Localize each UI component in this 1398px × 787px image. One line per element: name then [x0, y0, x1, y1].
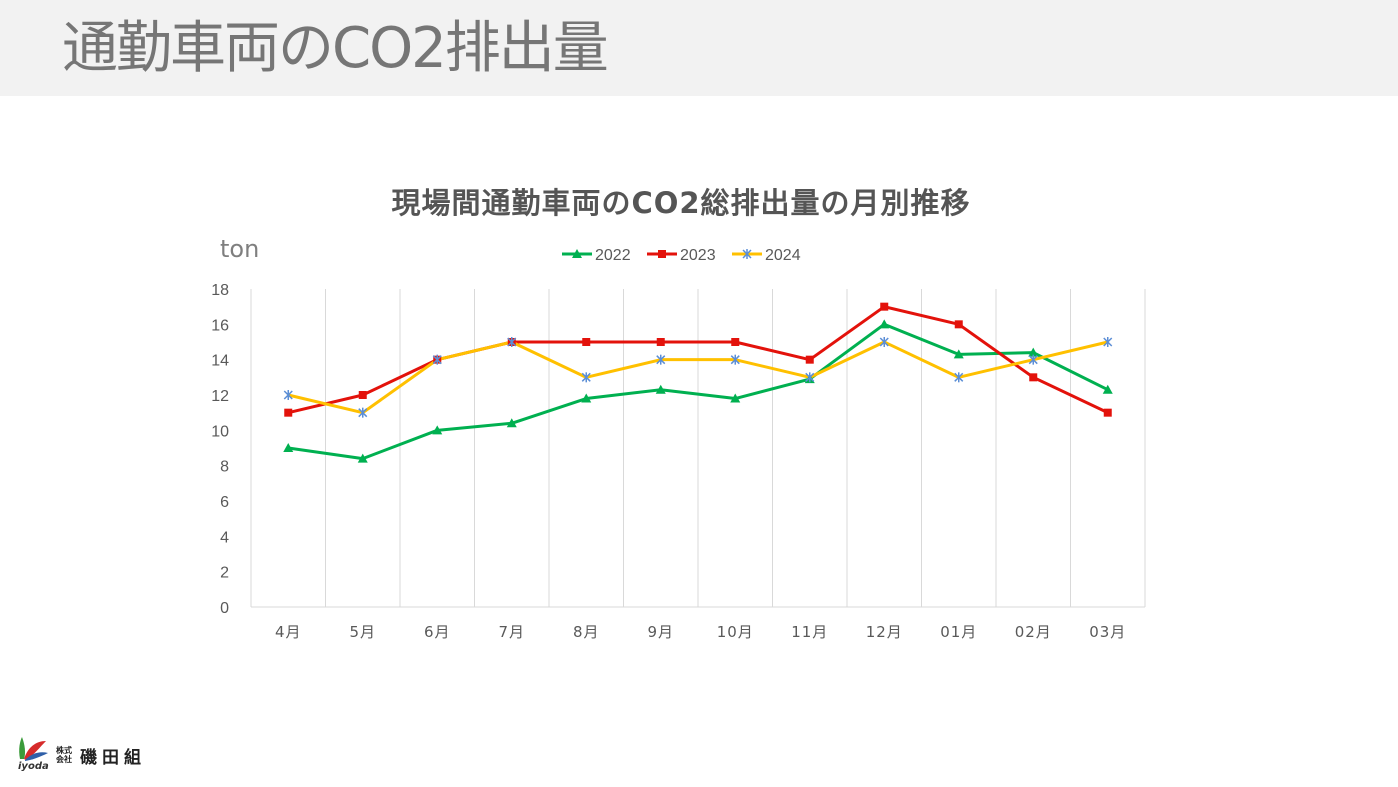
y-tick-label: 12 [211, 388, 229, 405]
x-tick-label: 6月 [424, 623, 451, 641]
y-tick-label: 10 [211, 423, 229, 440]
y-tick-label: 16 [211, 317, 229, 334]
x-tick-label: 02月 [1015, 623, 1052, 641]
legend-label: 2024 [765, 247, 801, 264]
data-point-marker [432, 425, 443, 435]
data-point-marker [658, 250, 666, 258]
data-point-marker [1102, 384, 1113, 394]
data-point-marker [879, 319, 890, 329]
x-tick-label: 8月 [573, 623, 600, 641]
data-point-marker [1029, 373, 1038, 382]
x-tick-label: 10月 [717, 623, 754, 641]
y-tick-label: 18 [211, 282, 229, 299]
logo-latin-text: iyoda [18, 761, 49, 772]
x-tick-label: 4月 [275, 623, 302, 641]
y-tick-label: 0 [220, 600, 229, 617]
logo-kabushiki-text: 株式会社 [56, 746, 72, 764]
y-tick-label: 6 [220, 494, 229, 511]
data-point-marker [572, 249, 582, 258]
series-line-2022 [288, 322, 1109, 461]
x-tick-label: 7月 [498, 623, 525, 641]
data-point-marker [655, 384, 666, 394]
y-tick-label: 4 [220, 529, 229, 546]
y-tick-label: 8 [220, 459, 229, 476]
data-point-marker [953, 349, 964, 359]
data-point-marker [731, 338, 740, 346]
data-point-marker [581, 393, 592, 403]
x-tick-label: 9月 [647, 623, 674, 641]
y-tick-label: 14 [211, 353, 229, 370]
company-logo: iyoda 株式会社 磯田組 [16, 735, 176, 775]
legend-label: 2022 [595, 247, 631, 264]
data-point-marker [1028, 347, 1039, 357]
data-point-marker [358, 391, 367, 399]
x-tick-label: 12月 [866, 623, 903, 641]
data-point-marker [283, 443, 294, 452]
data-point-marker [357, 453, 368, 463]
header-band [0, 0, 1398, 96]
x-tick-label: 03月 [1089, 623, 1126, 641]
data-point-marker [506, 418, 517, 428]
chart-title: 現場間通勤車両のCO2総排出量の月別推移 [391, 186, 971, 220]
y-tick-label: 2 [220, 565, 229, 582]
data-point-marker [730, 393, 741, 403]
legend-label: 2023 [680, 247, 716, 264]
data-point-marker [656, 338, 665, 346]
series-line-2024 [287, 340, 1109, 415]
logo-company-name: 磯田組 [80, 748, 146, 768]
data-point-marker [954, 320, 963, 329]
data-point-marker [880, 302, 889, 311]
y-unit-label: ton [220, 235, 260, 263]
data-point-marker [805, 355, 814, 364]
series-line-2023 [287, 305, 1109, 415]
x-tick-label: 11月 [791, 623, 828, 641]
data-point-marker [1103, 408, 1112, 417]
data-point-marker [284, 408, 293, 417]
x-tick-label: 01月 [940, 623, 977, 641]
logo-mark-icon [19, 737, 48, 761]
data-point-marker [582, 338, 591, 346]
x-tick-label: 5月 [349, 623, 376, 641]
page-title: 通勤車両のCO2排出量 [62, 16, 609, 81]
